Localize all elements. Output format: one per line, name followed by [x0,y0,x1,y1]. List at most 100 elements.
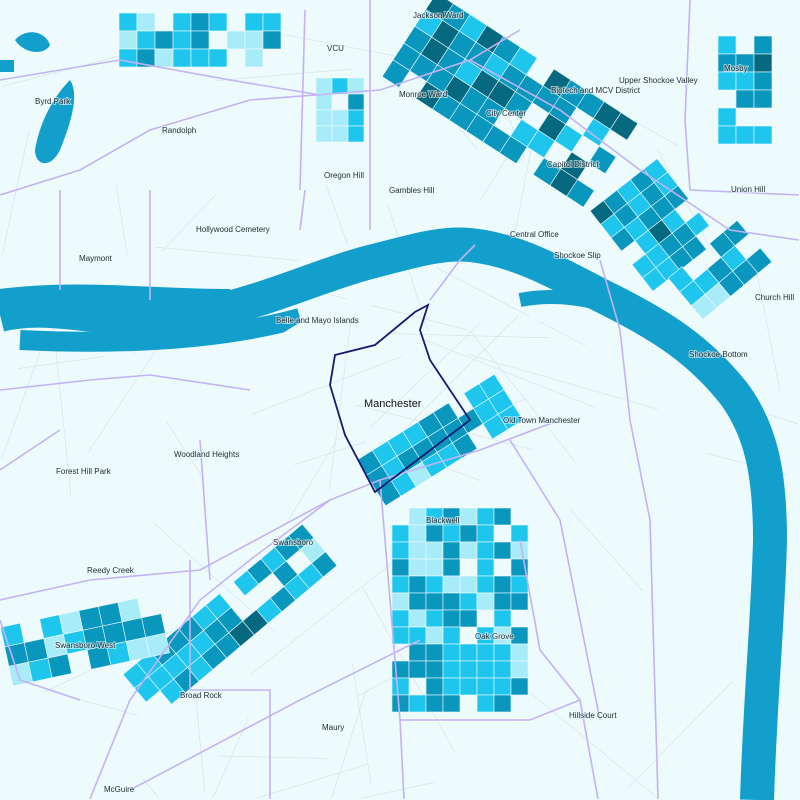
block-group[interactable] [582,117,611,147]
block-group[interactable] [459,592,478,611]
block-group[interactable] [442,694,461,713]
block-group[interactable] [172,30,192,50]
block-group[interactable] [408,694,427,713]
block-group[interactable] [735,89,755,109]
block-group[interactable] [442,575,461,594]
block-group[interactable] [510,592,529,611]
block-group[interactable] [493,575,512,594]
block-group[interactable] [425,677,444,696]
block-group[interactable] [190,30,210,50]
block-group[interactable] [493,592,512,611]
block-group[interactable] [588,145,617,175]
block-group[interactable] [753,71,773,91]
block-group[interactable] [735,71,755,91]
block-group[interactable] [459,524,478,543]
block-group[interactable] [47,653,73,679]
block-group[interactable] [391,592,410,611]
block-group[interactable] [476,677,495,696]
block-group[interactable] [315,125,333,143]
block-group[interactable] [459,643,478,662]
block-group[interactable] [154,30,174,50]
block-group[interactable] [315,77,333,95]
block-group[interactable] [425,660,444,679]
block-group[interactable] [425,643,444,662]
block-group[interactable] [493,541,512,560]
block-group[interactable] [425,592,444,611]
block-group[interactable] [493,643,512,662]
block-group[interactable] [244,48,264,68]
block-group[interactable] [331,77,349,95]
block-group[interactable] [118,30,138,50]
block-group[interactable] [735,125,755,145]
block-group[interactable] [476,592,495,611]
block-group[interactable] [554,123,583,153]
block-group[interactable] [226,30,246,50]
block-group[interactable] [493,660,512,679]
block-group[interactable] [476,558,495,577]
block-group[interactable] [408,643,427,662]
block-group[interactable] [425,694,444,713]
block-group[interactable] [504,91,533,120]
block-group[interactable] [566,179,595,208]
block-group[interactable] [311,551,338,578]
block-group[interactable] [499,135,528,165]
block-group[interactable] [459,507,478,526]
block-group[interactable] [476,575,495,594]
block-group[interactable] [476,660,495,679]
block-group[interactable] [442,592,461,611]
block-group[interactable] [682,235,707,261]
block-group[interactable] [493,694,512,713]
block-group[interactable] [442,677,461,696]
block-group[interactable] [753,125,773,145]
block-group[interactable] [347,109,365,127]
block-group[interactable] [476,507,495,526]
block-group[interactable] [391,609,410,628]
block-group[interactable] [425,609,444,628]
block-group[interactable] [717,107,737,127]
block-group[interactable] [510,575,529,594]
block-group[interactable] [717,71,737,91]
block-group[interactable] [442,626,461,645]
block-group[interactable] [717,125,737,145]
block-group[interactable] [315,93,333,111]
block-group[interactable] [442,643,461,662]
block-group[interactable] [172,48,192,68]
block-group[interactable] [391,575,410,594]
block-group[interactable] [244,12,264,32]
block-group[interactable] [459,609,478,628]
block-group[interactable] [442,609,461,628]
block-group[interactable] [510,677,529,696]
block-group[interactable] [510,541,529,560]
block-group[interactable] [136,30,156,50]
block-group[interactable] [476,643,495,662]
block-group[interactable] [753,35,773,55]
block-group[interactable] [425,626,444,645]
block-group[interactable] [208,12,228,32]
block-group[interactable] [190,48,210,68]
block-group[interactable] [315,109,333,127]
block-group[interactable] [391,626,410,645]
block-group[interactable] [425,524,444,543]
block-group[interactable] [476,541,495,560]
block-group[interactable] [408,575,427,594]
block-group[interactable] [190,12,210,32]
block-group[interactable] [408,660,427,679]
block-group[interactable] [391,677,410,696]
block-group[interactable] [746,247,773,274]
block-group[interactable] [208,48,228,68]
block-group[interactable] [685,211,710,237]
block-group[interactable] [391,558,410,577]
block-group[interactable] [526,129,556,159]
block-group[interactable] [753,53,773,73]
block-group[interactable] [722,219,750,247]
block-group[interactable] [442,660,461,679]
block-group[interactable] [476,524,495,543]
block-group[interactable] [172,12,192,32]
block-group[interactable] [442,558,461,577]
block-group[interactable] [510,643,529,662]
block-group[interactable] [753,89,773,109]
block-group[interactable] [493,677,512,696]
block-group[interactable] [459,660,478,679]
block-group[interactable] [408,592,427,611]
